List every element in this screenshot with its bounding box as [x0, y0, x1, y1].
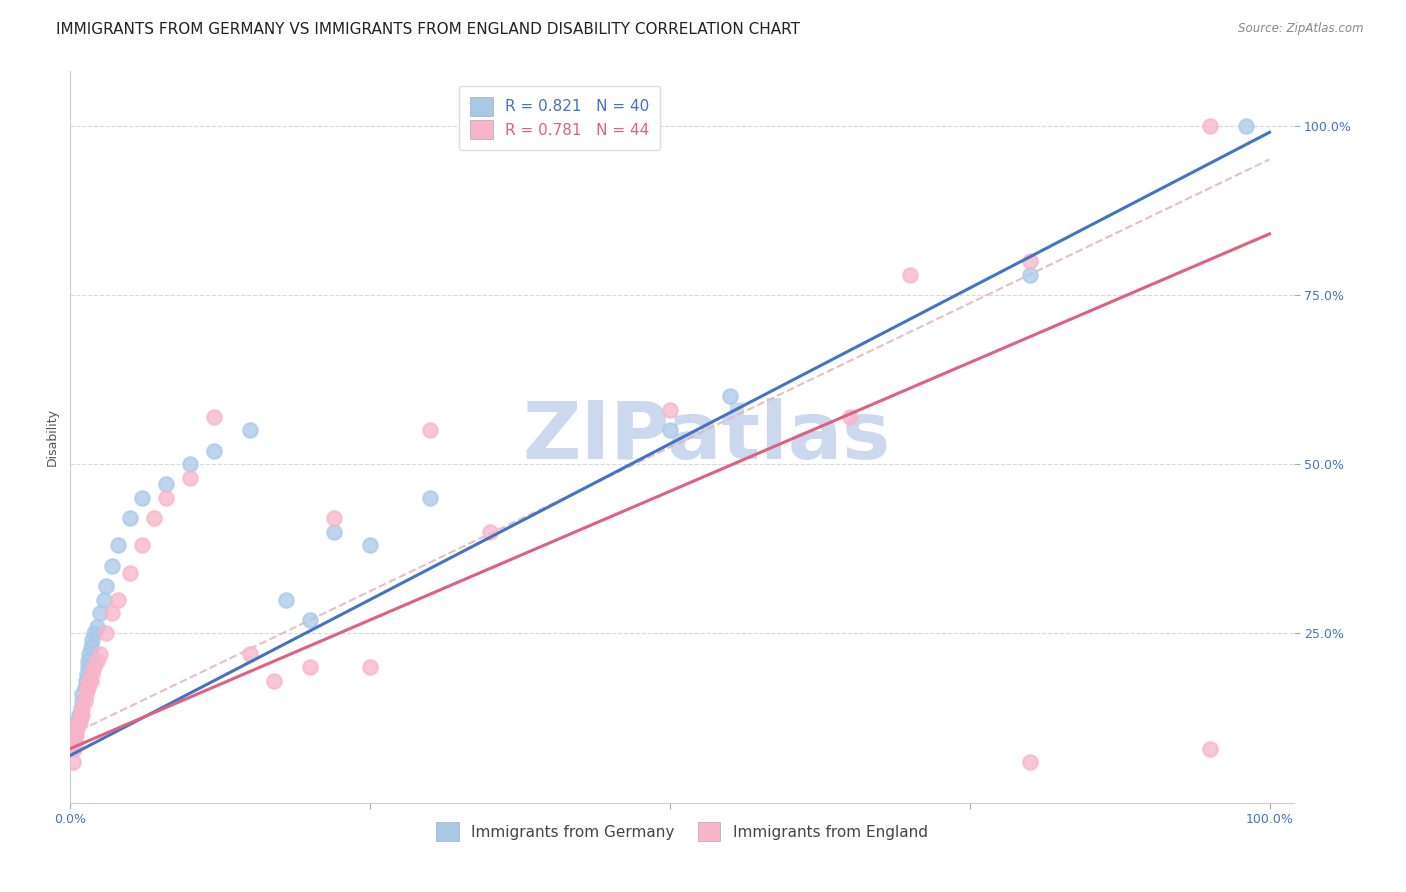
Point [72, 694, 94, 708]
Point [419, 491, 441, 505]
Point [239, 647, 262, 661]
Point [107, 592, 129, 607]
Point [658, 403, 681, 417]
Point [65, 721, 87, 735]
Point [79, 673, 103, 688]
Point [263, 673, 285, 688]
Point [155, 477, 177, 491]
Point [83, 626, 105, 640]
Point [143, 511, 166, 525]
Point [479, 524, 502, 539]
Point [101, 558, 124, 573]
Point [419, 423, 441, 437]
Point [65, 721, 87, 735]
Point [898, 268, 921, 282]
Legend: Immigrants from Germany, Immigrants from England: Immigrants from Germany, Immigrants from… [427, 813, 936, 850]
Point [155, 491, 177, 505]
Point [89, 647, 111, 661]
Point [299, 613, 322, 627]
Point [131, 491, 153, 505]
Point [1198, 119, 1220, 133]
Point [62, 755, 84, 769]
Point [79, 647, 101, 661]
Point [63, 728, 86, 742]
Point [1018, 254, 1040, 268]
Point [77, 660, 100, 674]
Point [179, 457, 201, 471]
Point [62, 741, 84, 756]
Text: Source: ZipAtlas.com: Source: ZipAtlas.com [1239, 22, 1364, 36]
Text: ZIPatlas: ZIPatlas [522, 398, 890, 476]
Point [72, 707, 94, 722]
Point [202, 409, 225, 424]
Point [75, 673, 97, 688]
Point [1018, 755, 1040, 769]
Point [70, 701, 93, 715]
Point [73, 694, 96, 708]
Point [131, 538, 153, 552]
Point [72, 688, 94, 702]
Point [202, 443, 225, 458]
Point [76, 681, 98, 695]
Point [65, 728, 87, 742]
Point [120, 566, 142, 580]
Point [69, 714, 91, 729]
Point [276, 592, 298, 607]
Point [93, 592, 115, 607]
Point [73, 681, 96, 695]
Point [66, 714, 89, 729]
Point [323, 511, 346, 525]
Point [96, 626, 118, 640]
Text: IMMIGRANTS FROM GERMANY VS IMMIGRANTS FROM ENGLAND DISABILITY CORRELATION CHART: IMMIGRANTS FROM GERMANY VS IMMIGRANTS FR… [56, 22, 800, 37]
Point [63, 728, 86, 742]
Point [101, 606, 124, 620]
Point [299, 660, 322, 674]
Point [79, 640, 103, 654]
Point [107, 538, 129, 552]
Point [239, 423, 262, 437]
Point [77, 681, 100, 695]
Point [83, 660, 105, 674]
Point [77, 654, 100, 668]
Point [76, 667, 98, 681]
Point [718, 389, 741, 403]
Point [120, 511, 142, 525]
Point [67, 714, 90, 729]
Point [80, 667, 103, 681]
Point [86, 620, 108, 634]
Point [75, 688, 97, 702]
Point [1234, 119, 1257, 133]
Point [89, 606, 111, 620]
Point [79, 673, 101, 688]
Point [179, 471, 201, 485]
Y-axis label: Disability: Disability [46, 408, 59, 467]
Point [63, 735, 86, 749]
Point [80, 633, 103, 648]
Point [66, 721, 89, 735]
Point [63, 741, 86, 756]
Point [70, 707, 93, 722]
Point [658, 423, 681, 437]
Point [359, 660, 381, 674]
Point [86, 654, 108, 668]
Point [67, 707, 90, 722]
Point [1018, 268, 1040, 282]
Point [72, 701, 94, 715]
Point [323, 524, 346, 539]
Point [1198, 741, 1220, 756]
Point [359, 538, 381, 552]
Point [69, 707, 91, 722]
Point [838, 409, 860, 424]
Point [96, 579, 118, 593]
